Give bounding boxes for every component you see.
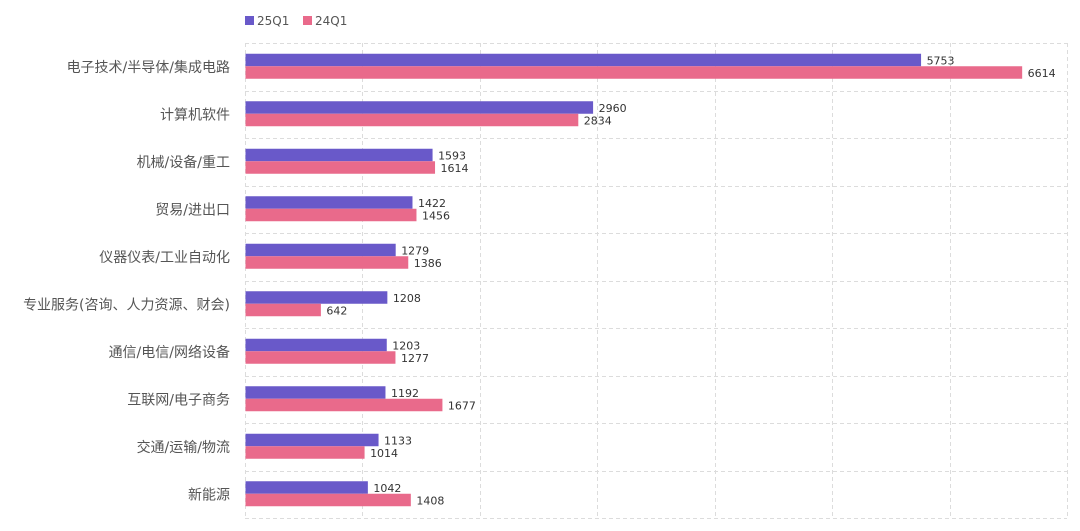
bar-24q1 [245, 398, 443, 412]
category-label: 互联网/电子商务 [127, 392, 230, 408]
legend-swatch-24q1 [303, 16, 312, 25]
category-label: 机械/设备/重工 [137, 154, 230, 171]
data-label-24q1: 642 [326, 304, 347, 317]
bar-25q1 [245, 101, 594, 114]
data-label-25q1: 1593 [438, 149, 466, 162]
legend: 25Q1 24Q1 [245, 14, 347, 28]
bar-24q1 [245, 66, 1023, 79]
data-label-24q1: 1408 [416, 494, 444, 507]
bar-24q1 [245, 446, 365, 459]
data-label-25q1: 1203 [392, 339, 420, 352]
bar-24q1 [245, 303, 321, 317]
legend-swatch-25q1 [245, 16, 254, 25]
bar-24q1 [245, 208, 417, 222]
data-label-25q1: 1133 [384, 434, 412, 447]
legend-label-24q1: 24Q1 [315, 14, 347, 28]
grid [245, 43, 1068, 519]
category-label: 交通/运输/物流 [137, 439, 230, 456]
bar-24q1 [245, 493, 411, 507]
data-label-25q1: 1279 [401, 244, 429, 257]
bar-24q1 [245, 113, 579, 127]
category-label: 专业服务(咨询、人力资源、财会) [23, 297, 230, 313]
bar-25q1 [245, 291, 388, 304]
bar-25q1 [245, 148, 433, 162]
legend-label-25q1: 25Q1 [257, 14, 289, 28]
bar-25q1 [245, 243, 396, 257]
bar-24q1 [245, 256, 409, 269]
data-label-25q1: 1208 [393, 292, 421, 305]
category-label: 计算机软件 [160, 107, 230, 123]
data-label-24q1: 6614 [1028, 67, 1056, 80]
data-label-25q1: 1422 [418, 197, 446, 210]
bar-25q1 [245, 196, 413, 209]
bar-24q1 [245, 161, 436, 174]
data-label-25q1: 1042 [373, 482, 401, 495]
category-label: 通信/电信/网络设备 [109, 344, 230, 361]
data-label-24q1: 1277 [401, 352, 429, 365]
category-labels: 电子技术/半导体/集成电路计算机软件机械/设备/重工贸易/进出口仪器仪表/工业自… [23, 59, 230, 504]
category-label: 贸易/进出口 [155, 202, 230, 218]
data-label-25q1: 1192 [391, 387, 419, 400]
bar-25q1 [245, 433, 379, 447]
data-label-24q1: 1614 [441, 162, 469, 175]
data-label-24q1: 1456 [422, 209, 450, 222]
category-label: 新能源 [188, 487, 230, 503]
category-label: 电子技术/半导体/集成电路 [67, 59, 230, 76]
bar-25q1 [245, 386, 386, 399]
data-label-25q1: 5753 [927, 54, 955, 67]
category-label: 仪器仪表/工业自动化 [99, 250, 230, 266]
bar-25q1 [245, 53, 922, 67]
bar-24q1 [245, 351, 396, 364]
data-label-25q1: 2960 [599, 102, 627, 115]
bar-25q1 [245, 481, 368, 494]
data-label-24q1: 1677 [448, 399, 476, 412]
data-label-24q1: 1014 [370, 447, 398, 460]
bar-25q1 [245, 338, 387, 352]
data-label-24q1: 1386 [414, 257, 442, 270]
bars [245, 53, 1023, 507]
data-label-24q1: 2834 [584, 114, 612, 127]
